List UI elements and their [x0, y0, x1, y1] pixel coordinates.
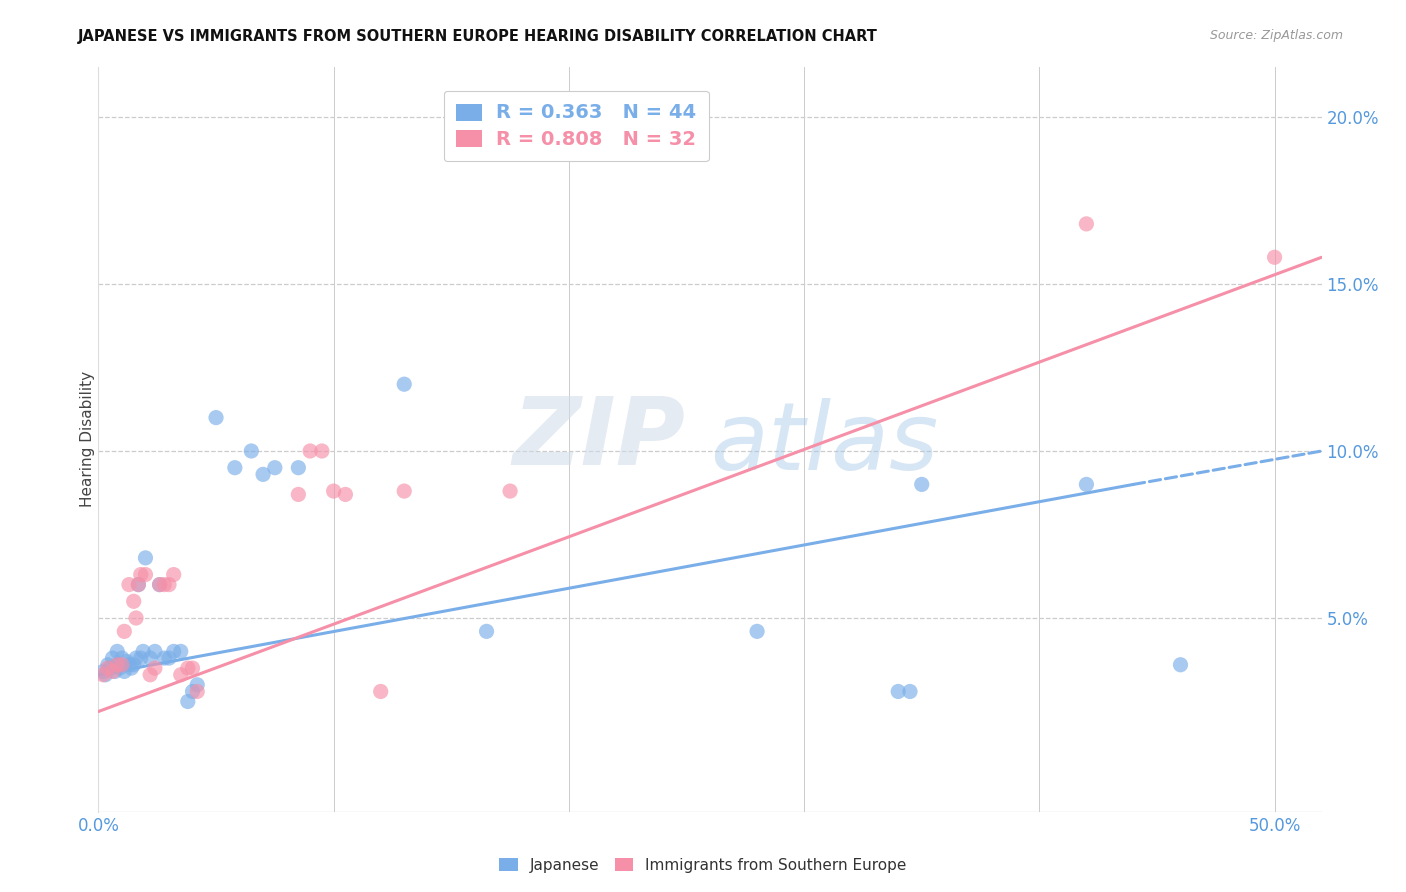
Point	[134, 567, 156, 582]
Point	[115, 655, 138, 669]
Point	[157, 651, 180, 665]
Point	[887, 684, 910, 698]
Point	[1076, 477, 1098, 491]
Point	[186, 678, 208, 692]
Point	[322, 484, 344, 499]
Point	[163, 567, 186, 582]
Point	[898, 684, 921, 698]
Point	[170, 667, 193, 681]
Text: JAPANESE VS IMMIGRANTS FROM SOUTHERN EUROPE HEARING DISABILITY CORRELATION CHART: JAPANESE VS IMMIGRANTS FROM SOUTHERN EUR…	[77, 29, 877, 44]
Point	[125, 611, 148, 625]
Point	[177, 661, 200, 675]
Point	[122, 657, 145, 672]
Point	[105, 657, 128, 672]
Point	[118, 577, 141, 591]
Point	[287, 460, 309, 475]
Point	[252, 467, 274, 482]
Legend: Japanese, Immigrants from Southern Europe: Japanese, Immigrants from Southern Europ…	[499, 858, 907, 872]
Point	[111, 657, 134, 672]
Point	[240, 444, 263, 458]
Point	[311, 444, 333, 458]
Point	[163, 644, 186, 658]
Point	[1264, 250, 1286, 264]
Point	[104, 665, 127, 679]
Point	[745, 624, 768, 639]
Point	[475, 624, 498, 639]
Point	[1076, 217, 1098, 231]
Point	[170, 644, 193, 658]
Point	[299, 444, 322, 458]
Point	[177, 694, 200, 708]
Point	[335, 487, 357, 501]
Point	[1170, 657, 1192, 672]
Point	[127, 577, 149, 591]
Legend: R = 0.363   N = 44, R = 0.808   N = 32: R = 0.363 N = 44, R = 0.808 N = 32	[444, 91, 709, 161]
Point	[157, 577, 180, 591]
Point	[94, 667, 117, 681]
Point	[105, 644, 128, 658]
Point	[125, 651, 148, 665]
Point	[101, 651, 124, 665]
Point	[392, 484, 416, 499]
Point	[287, 487, 309, 501]
Point	[120, 661, 142, 675]
Point	[139, 667, 162, 681]
Point	[139, 651, 162, 665]
Point	[153, 577, 176, 591]
Point	[205, 410, 228, 425]
Point	[143, 661, 166, 675]
Text: Source: ZipAtlas.com: Source: ZipAtlas.com	[1209, 29, 1343, 42]
Point	[97, 657, 120, 672]
Point	[153, 651, 176, 665]
Point	[129, 567, 152, 582]
Point	[186, 684, 208, 698]
Point	[370, 684, 392, 698]
Point	[263, 460, 285, 475]
Point	[132, 644, 155, 658]
Point	[108, 661, 131, 675]
Point	[499, 484, 522, 499]
Y-axis label: Hearing Disability: Hearing Disability	[80, 371, 94, 508]
Point	[98, 661, 121, 675]
Point	[101, 665, 124, 679]
Point	[91, 667, 114, 681]
Point	[118, 657, 141, 672]
Point	[129, 651, 152, 665]
Point	[224, 460, 246, 475]
Point	[97, 661, 120, 675]
Point	[112, 665, 135, 679]
Point	[122, 594, 145, 608]
Point	[143, 644, 166, 658]
Point	[181, 684, 204, 698]
Point	[127, 577, 149, 591]
Point	[105, 657, 128, 672]
Point	[911, 477, 934, 491]
Point	[112, 624, 135, 639]
Point	[111, 651, 134, 665]
Point	[149, 577, 172, 591]
Point	[181, 661, 204, 675]
Point	[134, 550, 156, 565]
Text: atlas: atlas	[710, 398, 938, 489]
Point	[91, 665, 114, 679]
Point	[149, 577, 172, 591]
Point	[392, 377, 416, 392]
Text: ZIP: ZIP	[513, 393, 686, 485]
